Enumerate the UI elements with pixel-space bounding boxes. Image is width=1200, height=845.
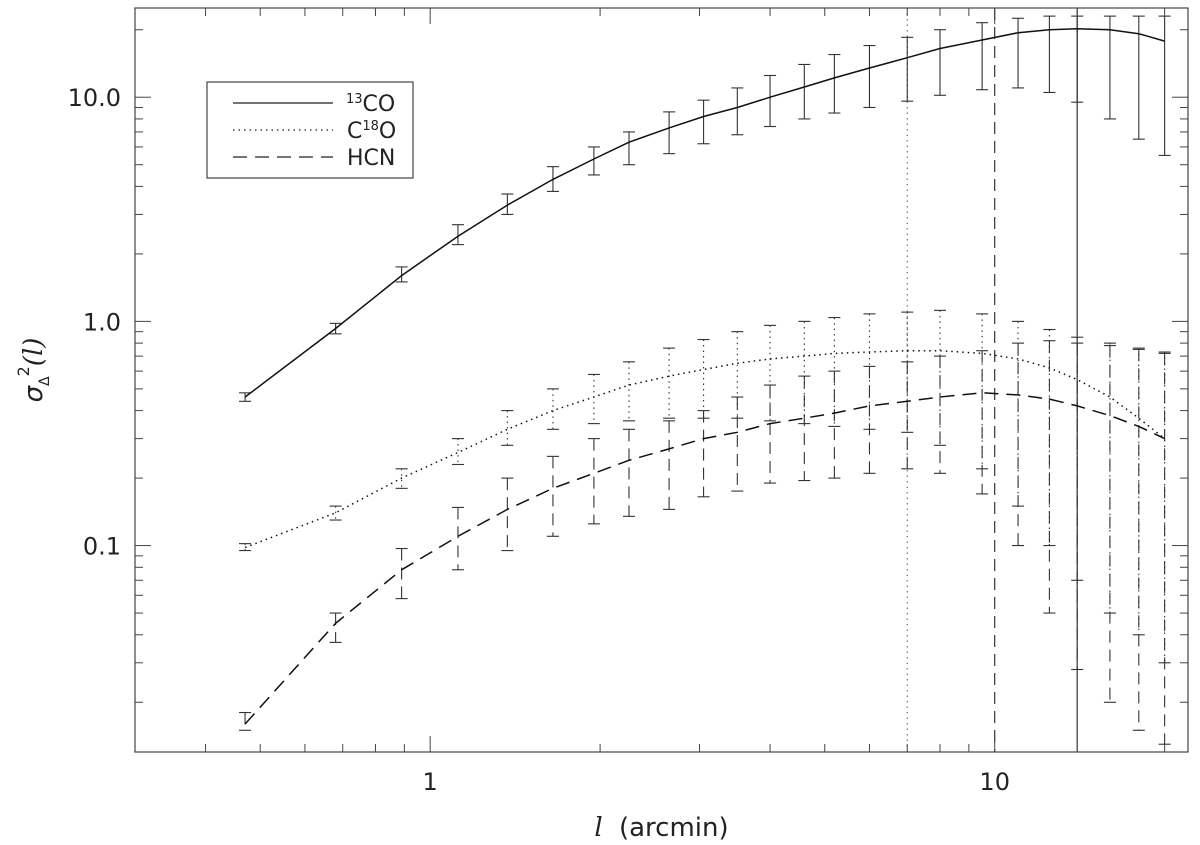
- x-axis-title: l (arcmin): [594, 813, 728, 843]
- legend-label-13co-base: CO: [363, 92, 396, 117]
- error-bar: [764, 74, 777, 128]
- error-bar: [828, 317, 841, 427]
- error-bar: [239, 392, 252, 402]
- error-bar: [828, 370, 841, 479]
- error-bar: [501, 193, 514, 215]
- error-bar: [798, 63, 811, 120]
- error-bar: [863, 44, 876, 109]
- error-bar: [1158, 352, 1171, 745]
- error-bar: [501, 410, 514, 446]
- error-bar: [587, 146, 600, 176]
- y-tick-label: 1.0: [83, 308, 121, 336]
- legend-label-c18o: C18O: [347, 119, 396, 144]
- error-bar: [1012, 17, 1025, 89]
- error-bar: [622, 428, 635, 517]
- legend-label-13co: 13CO: [346, 92, 395, 117]
- y-tick-label: 0.1: [83, 533, 121, 561]
- error-bar: [697, 99, 710, 145]
- error-bar: [1012, 342, 1025, 547]
- y-axis-sigma: σ: [19, 384, 49, 402]
- x-tick-label: 10: [979, 768, 1010, 796]
- y-axis-superscript: 2: [14, 366, 33, 376]
- error-bar: [587, 373, 600, 425]
- error-bar: [1043, 340, 1056, 614]
- error-bar: [451, 438, 464, 466]
- error-bar: [1043, 15, 1056, 94]
- error-bar: [546, 455, 559, 537]
- series-c18o: [239, 309, 1171, 664]
- error-bar: [1103, 345, 1116, 703]
- x-axis-unit: (arcmin): [619, 813, 729, 843]
- series-13co: [239, 15, 1171, 402]
- error-bar: [976, 22, 989, 91]
- legend-label-c18o-pre: C: [347, 119, 362, 144]
- error-bar: [731, 396, 744, 492]
- error-bar: [329, 505, 342, 521]
- y-tick-label: 10.0: [68, 84, 121, 112]
- legend-label-13co-sup: 13: [346, 92, 363, 107]
- error-bar: [933, 29, 946, 96]
- error-bar: [329, 612, 342, 643]
- error-bar: [239, 543, 252, 552]
- series-hcn: [239, 340, 1171, 745]
- error-bar: [764, 384, 777, 484]
- error-bar: [1132, 15, 1145, 140]
- error-bar: [1071, 15, 1084, 103]
- error-bar: [901, 361, 914, 470]
- error-bar: [764, 324, 777, 422]
- error-bar: [501, 477, 514, 552]
- legend: 13CO C18O HCN: [206, 81, 414, 179]
- x-axis-symbol: l: [594, 813, 602, 843]
- error-bar: [663, 347, 676, 419]
- error-bar: [901, 36, 914, 102]
- error-bar: [663, 111, 676, 155]
- error-bar: [697, 410, 710, 498]
- error-bar: [622, 361, 635, 422]
- error-bar: [395, 468, 408, 489]
- error-bar: [976, 350, 989, 495]
- y-axis-subscript: Δ: [37, 376, 53, 386]
- error-bar: [239, 711, 252, 731]
- series-line-c18o: [244, 349, 1166, 549]
- error-bar: [798, 375, 811, 482]
- legend-label-c18o-sup: 18: [362, 119, 379, 134]
- series-line-13co: [244, 28, 1165, 398]
- error-bar: [546, 388, 559, 430]
- y-axis-argument: (l): [19, 338, 49, 367]
- error-bar: [622, 131, 635, 166]
- error-bar: [1043, 328, 1056, 547]
- legend-label-hcn: HCN: [347, 146, 395, 171]
- error-bar: [451, 506, 464, 571]
- error-bar: [1158, 15, 1171, 156]
- error-bar: [395, 547, 408, 600]
- error-bar: [451, 224, 464, 246]
- error-bar: [798, 320, 811, 425]
- error-bar: [697, 338, 710, 419]
- data-layer: [239, 8, 1171, 752]
- legend-label-c18o-post: O: [379, 119, 396, 144]
- x-tick-label: 1: [423, 768, 438, 796]
- error-bar: [933, 355, 946, 474]
- y-axis-title: σΔ2(l): [14, 338, 53, 403]
- error-bar: [828, 53, 841, 114]
- plot-frame: [134, 7, 1189, 753]
- axis-labels: 1 10 0.1 1.0 10.0: [68, 84, 1010, 796]
- error-bar: [1132, 348, 1145, 731]
- error-bar: [731, 87, 744, 136]
- axis-ticks: [134, 8, 1188, 752]
- error-bar: [863, 365, 876, 474]
- error-bar: [1071, 342, 1084, 671]
- error-bar: [395, 266, 408, 283]
- error-bar: [901, 311, 914, 433]
- error-bar: [587, 438, 600, 525]
- error-bar: [1103, 15, 1116, 120]
- error-bar: [663, 420, 676, 510]
- series-line-hcn: [244, 392, 1165, 725]
